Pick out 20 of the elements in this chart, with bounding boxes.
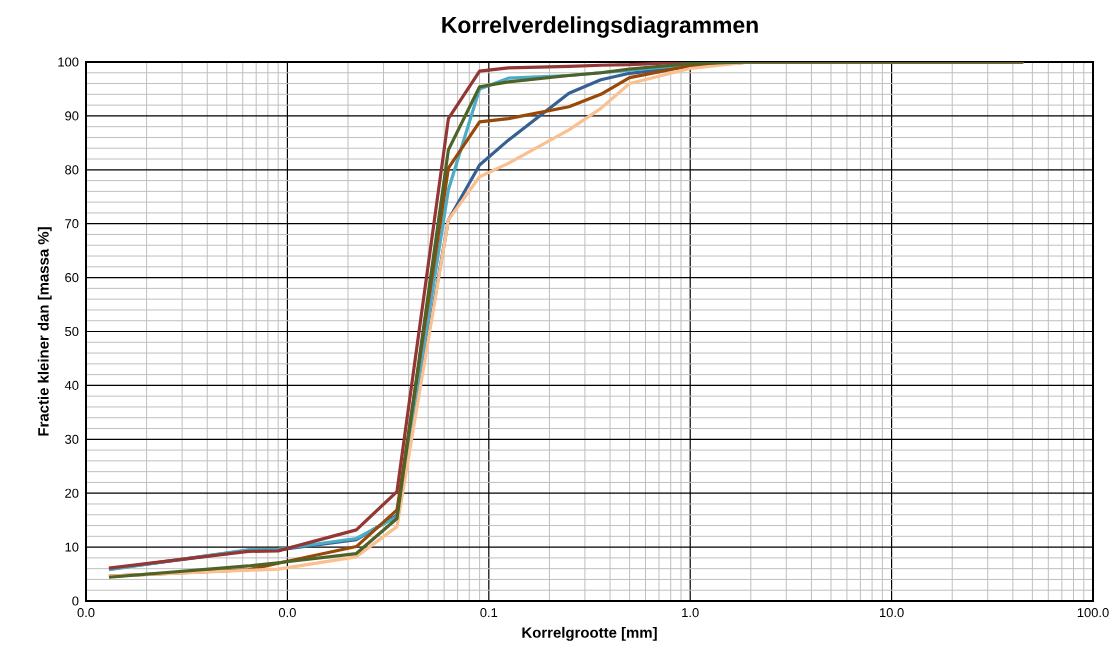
x-tick-label: 0.0 — [77, 608, 95, 618]
y-tick-label: 0 — [72, 596, 79, 606]
x-tick-label: 100.0 — [1077, 608, 1109, 618]
y-tick-label: 90 — [65, 111, 79, 121]
chart-title: Korrelverdelingsdiagrammen — [442, 16, 758, 38]
y-tick-label: 60 — [65, 273, 79, 283]
y-tick-label: 100 — [58, 57, 79, 67]
y-tick-label: 80 — [65, 165, 79, 175]
y-tick-label: 50 — [65, 326, 79, 337]
y-tick-label: 70 — [65, 219, 79, 229]
x-tick-label: 0.1 — [480, 608, 498, 618]
y-tick-label: 10 — [65, 542, 79, 552]
x-tick-label: 0.0 — [278, 608, 296, 618]
y-tick-label: 20 — [65, 488, 79, 498]
x-axis-title: Korrelgrootte [mm] — [522, 626, 657, 641]
x-tick-label: 10.0 — [880, 608, 904, 618]
y-tick-label: 40 — [64, 380, 79, 390]
y-axis-title: Fractie kleiner dan [massa %] — [37, 227, 52, 436]
x-tick-label: 1.0 — [682, 608, 699, 618]
y-tick-label: 30 — [65, 434, 79, 444]
